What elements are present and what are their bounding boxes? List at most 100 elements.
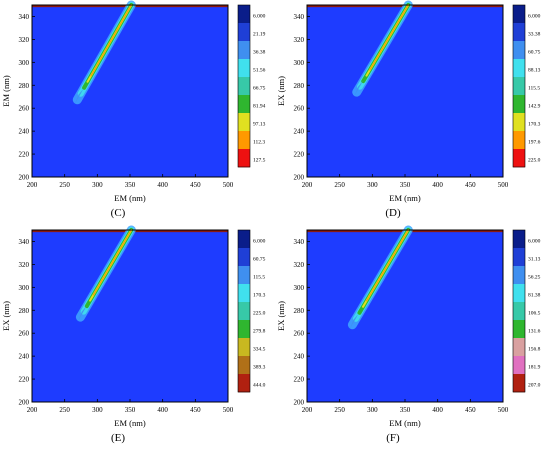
x-tick-label: 500 <box>223 181 234 189</box>
x-tick-label: 500 <box>498 181 509 189</box>
colorbar-label: 112.3 <box>253 139 265 145</box>
colorbar-label: 170.3 <box>253 292 266 298</box>
x-tick-label: 300 <box>367 406 378 414</box>
colorbar-segment <box>238 248 250 267</box>
x-axis-label: EM (nm) <box>114 418 146 428</box>
panel-label-e: (E) <box>110 432 126 444</box>
y-tick-label: 300 <box>294 284 305 292</box>
x-tick-label: 250 <box>334 181 345 189</box>
colorbar-label: 51.56 <box>253 67 266 73</box>
colorbar-segment <box>238 5 250 24</box>
colorbar-label: 56.25 <box>528 274 541 280</box>
colorbar-segment <box>513 77 525 96</box>
colorbar-label: 197.6 <box>528 139 541 145</box>
y-tick-label: 340 <box>294 238 305 246</box>
colorbar-segment <box>513 248 525 267</box>
x-tick-label: 300 <box>92 406 103 414</box>
colorbar-frame <box>237 229 251 393</box>
x-axis-label: EM (nm) <box>389 193 421 203</box>
colorbar-segment <box>238 338 250 357</box>
colorbar-frame <box>237 4 251 168</box>
y-tick-label: 240 <box>19 353 30 361</box>
streak-tip <box>74 88 84 105</box>
y-tick-label: 200 <box>19 174 30 182</box>
x-tick-label: 400 <box>432 181 443 189</box>
x-tick-label: 400 <box>157 181 168 189</box>
x-tick-label: 200 <box>27 406 38 414</box>
colorbar-label: 6.000 <box>528 238 541 244</box>
x-tick-label: 350 <box>400 181 411 189</box>
colorbar-label: 170.3 <box>528 121 541 127</box>
colorbar-segment <box>238 95 250 114</box>
x-tick-label: 350 <box>400 406 411 414</box>
heatmap-chart-f: 200 250 300 350 400 450 500 200 220 240 260 280 300 3… <box>276 225 541 428</box>
colorbar-segment <box>238 284 250 303</box>
colorbar-segment <box>513 23 525 42</box>
colorbar-label: 6.000 <box>253 13 266 19</box>
colorbar-segment <box>238 77 250 96</box>
colorbar-segment <box>513 95 525 114</box>
colorbar-label: 156.8 <box>528 346 541 352</box>
y-tick-label: 300 <box>19 59 30 67</box>
heatmap-chart-e: 200 250 300 350 400 450 500 200 220 240 260 280 300 3… <box>1 225 266 428</box>
panel-e: 200 250 300 350 400 450 500 200 220 240 260 280 300 3… <box>0 225 275 450</box>
y-tick-label: 260 <box>19 330 30 338</box>
y-tick-label: 200 <box>19 399 30 407</box>
colorbar-segment <box>513 230 525 249</box>
colorbar-label: 81.38 <box>528 292 541 298</box>
y-tick-label: 280 <box>294 307 305 315</box>
x-tick-label: 450 <box>465 406 476 414</box>
panel-d: 200 250 300 350 400 450 500 200 220 240 260 280 300 3… <box>275 0 550 225</box>
y-tick-label: 340 <box>19 238 30 246</box>
y-tick-label: 200 <box>294 174 305 182</box>
colorbar-segment <box>513 302 525 321</box>
plot-background <box>307 230 503 402</box>
colorbar-segment <box>238 113 250 132</box>
colorbar-label: 131.6 <box>528 328 541 334</box>
colorbar-segment <box>238 149 250 168</box>
colorbar-segment <box>513 320 525 339</box>
y-tick-label: 280 <box>19 82 30 90</box>
colorbar-segment <box>513 284 525 303</box>
colorbar-segment <box>513 266 525 285</box>
colorbar-segment <box>513 41 525 60</box>
x-tick-label: 400 <box>432 406 443 414</box>
streak-layer <box>90 4 132 77</box>
panel-label-f: (F) <box>386 432 400 444</box>
colorbar-label: 279.8 <box>253 328 266 334</box>
y-tick-label: 240 <box>294 353 305 361</box>
y-axis-label: EX (nm) <box>1 301 11 331</box>
colorbar-segment <box>238 374 250 393</box>
colorbar-segment <box>513 374 525 393</box>
y-tick-label: 320 <box>19 261 30 269</box>
y-tick-label: 340 <box>294 13 305 21</box>
y-tick-label: 240 <box>294 128 305 136</box>
colorbar-segment <box>238 266 250 285</box>
panel-c: 200 250 300 350 400 450 500 200 220 240 260 280 300 3… <box>0 0 275 225</box>
colorbar-segment <box>238 302 250 321</box>
y-tick-label: 220 <box>19 151 30 159</box>
colorbar-segment <box>238 131 250 150</box>
colorbar-label: 88.13 <box>528 67 541 73</box>
streak-layer <box>92 229 132 296</box>
y-tick-label: 280 <box>19 307 30 315</box>
x-tick-label: 250 <box>59 181 70 189</box>
colorbar-label: 21.19 <box>253 31 266 37</box>
colorbar-label: 60.75 <box>253 256 266 262</box>
y-tick-label: 260 <box>19 105 30 113</box>
colorbar-label: 115.5 <box>253 274 265 280</box>
x-tick-label: 400 <box>157 406 168 414</box>
colorbar-label: 207.0 <box>528 382 541 388</box>
heatmap-chart-c: 200 250 300 350 400 450 500 200 220 240 260 280 300 3… <box>1 0 266 203</box>
colorbar-label: 106.5 <box>528 310 541 316</box>
plot-background <box>32 230 228 402</box>
y-tick-label: 280 <box>294 82 305 90</box>
plot-background <box>32 5 228 177</box>
colorbar-label: 97.13 <box>253 121 266 127</box>
colorbar-label: 60.75 <box>528 49 541 55</box>
y-tick-label: 260 <box>294 105 305 113</box>
x-tick-label: 350 <box>125 181 136 189</box>
y-tick-label: 220 <box>294 151 305 159</box>
colorbar-label: 225.0 <box>528 157 541 163</box>
x-tick-label: 250 <box>59 406 70 414</box>
